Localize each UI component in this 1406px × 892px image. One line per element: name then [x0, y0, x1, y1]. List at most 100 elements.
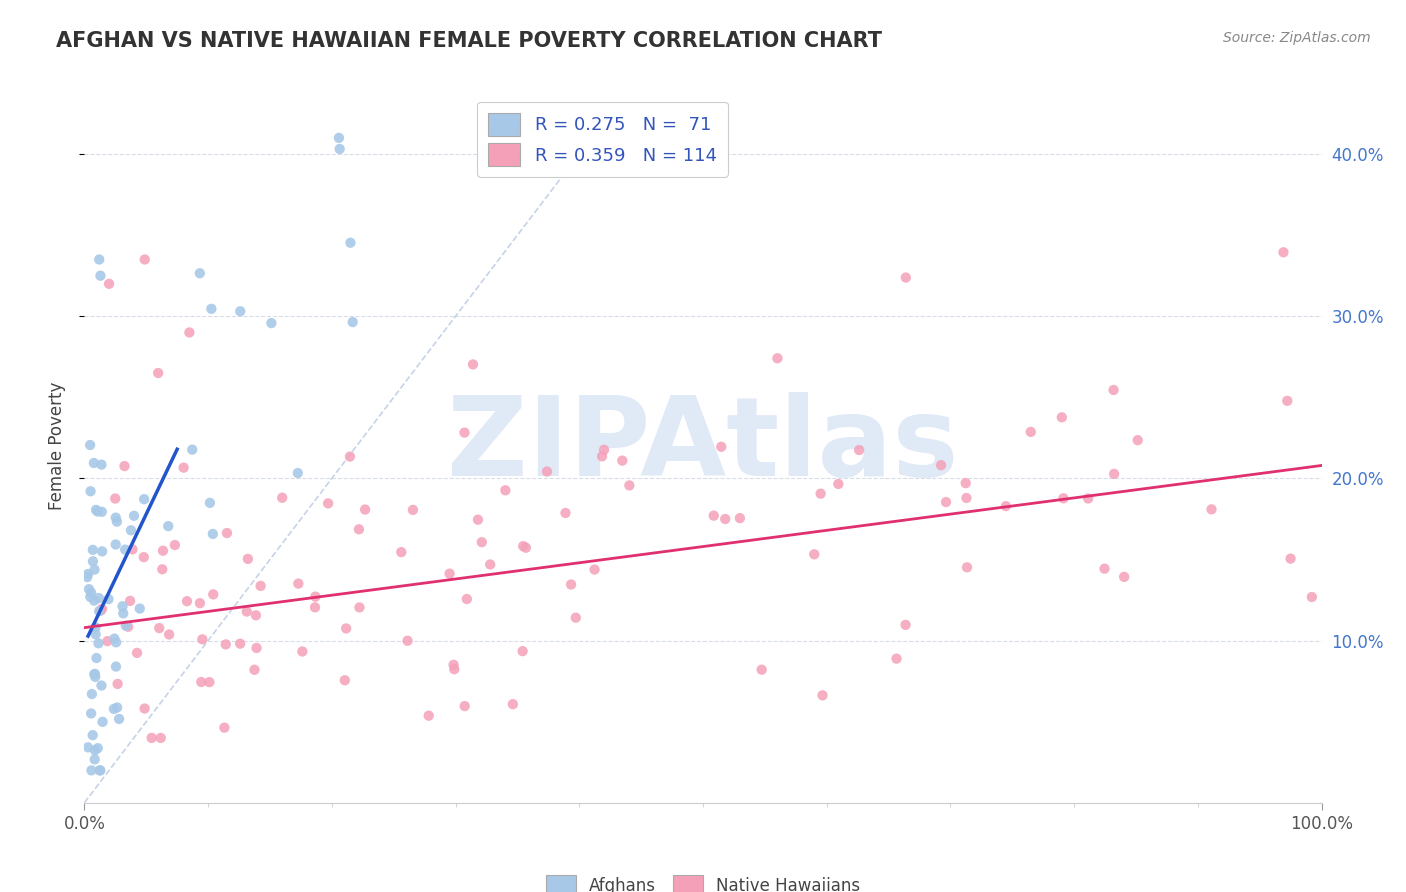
Point: [766, 351, 789, 366]
Point: [134, 492, 156, 507]
Point: [89, 764, 111, 778]
Point: [886, 651, 908, 665]
Point: [402, 503, 425, 517]
Point: [1102, 467, 1125, 481]
Point: [215, 637, 238, 651]
Point: [342, 315, 364, 329]
Point: [260, 316, 283, 330]
Point: [894, 270, 917, 285]
Point: [328, 131, 350, 145]
Point: [134, 701, 156, 715]
Point: [955, 491, 977, 505]
Point: [83, 743, 105, 757]
Point: [98, 277, 121, 291]
Point: [389, 545, 412, 559]
Point: [173, 460, 195, 475]
Point: [188, 266, 211, 280]
Point: [349, 600, 371, 615]
Point: [190, 675, 212, 690]
Point: [811, 689, 834, 703]
Point: [90, 603, 112, 617]
Point: [1279, 551, 1302, 566]
Point: [122, 508, 145, 523]
Point: [454, 699, 477, 714]
Point: [114, 542, 136, 557]
Point: [82, 542, 104, 557]
Point: [619, 478, 641, 492]
Point: [90, 505, 112, 519]
Point: [105, 515, 128, 529]
Point: [76, 570, 98, 584]
Point: [89, 604, 111, 618]
Point: [112, 607, 135, 621]
Point: [157, 627, 180, 641]
Point: [443, 662, 465, 676]
Point: [200, 301, 222, 316]
Point: [91, 544, 114, 558]
Point: [83, 563, 105, 577]
Point: [494, 483, 516, 498]
Point: [612, 453, 634, 467]
Y-axis label: Female Poverty: Female Poverty: [48, 382, 66, 510]
Point: [236, 605, 259, 619]
Point: [515, 541, 537, 555]
Point: [89, 268, 111, 283]
Point: [86, 504, 108, 518]
Point: [188, 596, 211, 610]
Point: [439, 566, 461, 581]
Point: [149, 731, 172, 745]
Point: [104, 537, 127, 551]
Point: [176, 594, 198, 608]
Point: [104, 491, 127, 506]
Point: [443, 657, 465, 672]
Point: [304, 600, 326, 615]
Point: [583, 562, 606, 576]
Point: [134, 252, 156, 267]
Point: [1094, 562, 1116, 576]
Point: [104, 659, 127, 673]
Point: [803, 547, 825, 561]
Point: [125, 646, 148, 660]
Point: [396, 633, 419, 648]
Point: [191, 632, 214, 647]
Point: [728, 511, 751, 525]
Point: [117, 620, 139, 634]
Point: [554, 506, 576, 520]
Point: [1272, 245, 1295, 260]
Point: [89, 764, 111, 778]
Point: [105, 700, 128, 714]
Point: [271, 491, 294, 505]
Point: [79, 590, 101, 604]
Point: [287, 466, 309, 480]
Point: [83, 667, 105, 681]
Point: [152, 543, 174, 558]
Point: [471, 535, 494, 549]
Point: [80, 764, 103, 778]
Point: [894, 618, 917, 632]
Point: [564, 610, 586, 624]
Point: [146, 366, 169, 380]
Point: [1052, 491, 1074, 506]
Point: [456, 592, 478, 607]
Point: [163, 538, 186, 552]
Point: [215, 526, 238, 541]
Point: [1301, 590, 1323, 604]
Point: [935, 495, 957, 509]
Point: [90, 679, 112, 693]
Point: [120, 523, 142, 537]
Point: [150, 562, 173, 576]
Point: [245, 640, 267, 655]
Point: [157, 519, 180, 533]
Point: [316, 496, 339, 510]
Point: [339, 235, 361, 250]
Point: [453, 425, 475, 440]
Point: [333, 673, 356, 688]
Point: [80, 706, 103, 721]
Point: [128, 601, 150, 615]
Point: [80, 687, 103, 701]
Point: [703, 508, 725, 523]
Point: [291, 644, 314, 658]
Point: [96, 634, 118, 648]
Point: [955, 476, 977, 491]
Text: Source: ZipAtlas.com: Source: ZipAtlas.com: [1223, 31, 1371, 45]
